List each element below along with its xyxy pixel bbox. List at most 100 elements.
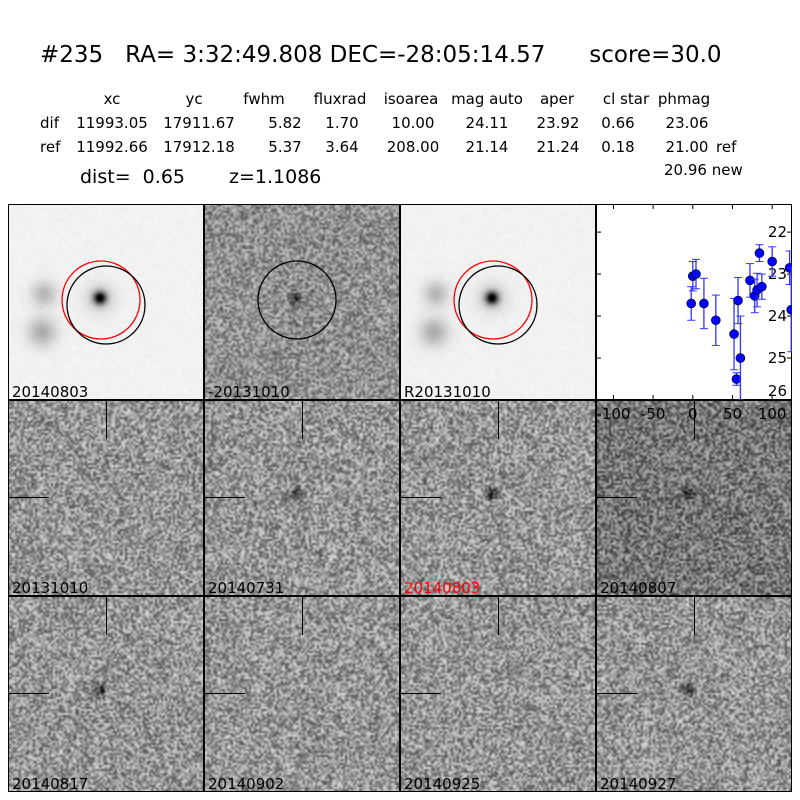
stamp-date-label: 20140902 — [208, 775, 285, 792]
crosshair-horizontal — [401, 693, 441, 694]
table-cell: 17911.67 — [163, 114, 235, 132]
column-header: aper — [539, 90, 575, 108]
crosshair-vertical — [302, 401, 303, 439]
crosshair-vertical — [498, 597, 499, 635]
aperture-circle — [458, 265, 538, 345]
marker — [733, 295, 743, 306]
image-stamp: R20131010 — [400, 204, 596, 400]
row-label: dif — [40, 114, 59, 132]
column-header: fluxrad — [313, 90, 367, 108]
table-cell: 10.00 — [391, 114, 435, 132]
stamp-date-label: 20140731 — [208, 579, 285, 596]
row-suffix: ref — [716, 138, 737, 156]
stamp-date-label: 20140927 — [600, 775, 677, 792]
table-cell: 21.14 — [465, 138, 509, 156]
table-cell: 17912.18 — [163, 138, 235, 156]
y-tick-label: 25 — [768, 349, 787, 367]
x-tick-label: 100 — [758, 405, 787, 423]
stamp-date-label: 20140803 — [404, 579, 481, 596]
column-header: xc — [103, 90, 121, 108]
marker — [699, 298, 709, 309]
crosshair-horizontal — [205, 693, 245, 694]
data-point — [733, 276, 743, 325]
row-label: ref — [40, 138, 61, 156]
data-point — [691, 258, 701, 290]
image-stamp: 20140925 — [400, 596, 596, 792]
image-stamp: 20140803 — [8, 204, 204, 400]
marker — [729, 329, 739, 339]
dist-label: dist= 0.65 — [80, 166, 185, 188]
crosshair-horizontal — [9, 497, 49, 498]
marker — [735, 353, 746, 363]
table-cell: 5.82 — [268, 114, 302, 132]
crosshair-vertical — [106, 597, 107, 635]
stamp-date-label: -20131010 — [208, 383, 290, 400]
image-stamp: 20140927 — [596, 596, 792, 792]
marker — [686, 298, 697, 309]
data-point — [757, 273, 767, 300]
crosshair-horizontal — [401, 497, 441, 498]
column-header: cl star — [602, 90, 650, 108]
stamp-date-label: 20140807 — [600, 579, 677, 596]
y-tick-label: 26 — [768, 382, 787, 400]
image-stamp: 20140803 — [400, 400, 596, 596]
stamp-date-label: 20140803 — [12, 383, 89, 400]
data-point — [699, 277, 709, 330]
data-point — [786, 267, 792, 353]
x-tick-label: -100 — [596, 405, 630, 423]
table-cell: 11992.66 — [76, 138, 148, 156]
table-cell: 24.11 — [465, 114, 509, 132]
table-cell: 0.18 — [601, 138, 635, 156]
crosshair-vertical — [106, 401, 107, 439]
crosshair-horizontal — [597, 497, 637, 498]
column-header: fwhm — [243, 90, 285, 108]
marker — [745, 275, 755, 286]
y-tick-label: 24 — [768, 307, 787, 325]
x-tick-label: -50 — [641, 405, 666, 423]
data-point — [686, 286, 697, 321]
table-cell: 0.66 — [601, 114, 635, 132]
data-point — [711, 294, 721, 346]
crosshair-vertical — [302, 597, 303, 635]
crosshair-vertical — [694, 597, 695, 635]
aperture-circle — [61, 260, 141, 340]
stamp-date-label: R20131010 — [404, 383, 491, 400]
y-tick-label: 22 — [768, 223, 787, 241]
crosshair-vertical — [694, 401, 695, 439]
column-header: isoarea — [383, 90, 439, 108]
stamp-date-label: 20140925 — [404, 775, 481, 792]
table-cell: 1.70 — [325, 114, 359, 132]
aperture-circle — [453, 260, 533, 340]
marker — [731, 374, 742, 384]
table-cell: 208.00 — [386, 138, 440, 156]
table-cell: 23.92 — [536, 114, 580, 132]
column-header: mag auto — [451, 90, 523, 108]
data-point — [729, 297, 739, 371]
table-cell: 5.37 — [268, 138, 302, 156]
data-point — [767, 246, 777, 277]
aperture-circle — [257, 260, 337, 340]
image-stamp: -20131010 — [204, 204, 400, 400]
image-stamp: 20140817 — [8, 596, 204, 792]
image-stamp: 20140807 — [596, 400, 792, 596]
marker — [754, 248, 765, 258]
table-cell: 23.06 — [665, 114, 709, 132]
page-title: #235 RA= 3:32:49.808 DEC=-28:05:14.57 sc… — [40, 42, 722, 68]
crosshair-horizontal — [205, 497, 245, 498]
crosshair-horizontal — [9, 693, 49, 694]
table-cell: 21.24 — [536, 138, 580, 156]
redshift-label: z=1.1086 — [229, 166, 322, 188]
x-tick-label: 0 — [688, 405, 698, 423]
data-point — [754, 244, 765, 262]
table-cell: 11993.05 — [76, 114, 148, 132]
crosshair-vertical — [498, 401, 499, 439]
data-point — [731, 372, 742, 386]
light-curve-svg: -100 -50 0 50 100 22 23 24 25 26 — [596, 204, 792, 423]
stamp-date-label: 20140817 — [12, 775, 89, 792]
crosshair-horizontal — [597, 693, 637, 694]
marker — [786, 304, 792, 315]
marker — [757, 281, 767, 292]
x-tick-label: 50 — [723, 405, 742, 423]
marker — [767, 256, 777, 267]
image-stamp: 20140731 — [204, 400, 400, 596]
